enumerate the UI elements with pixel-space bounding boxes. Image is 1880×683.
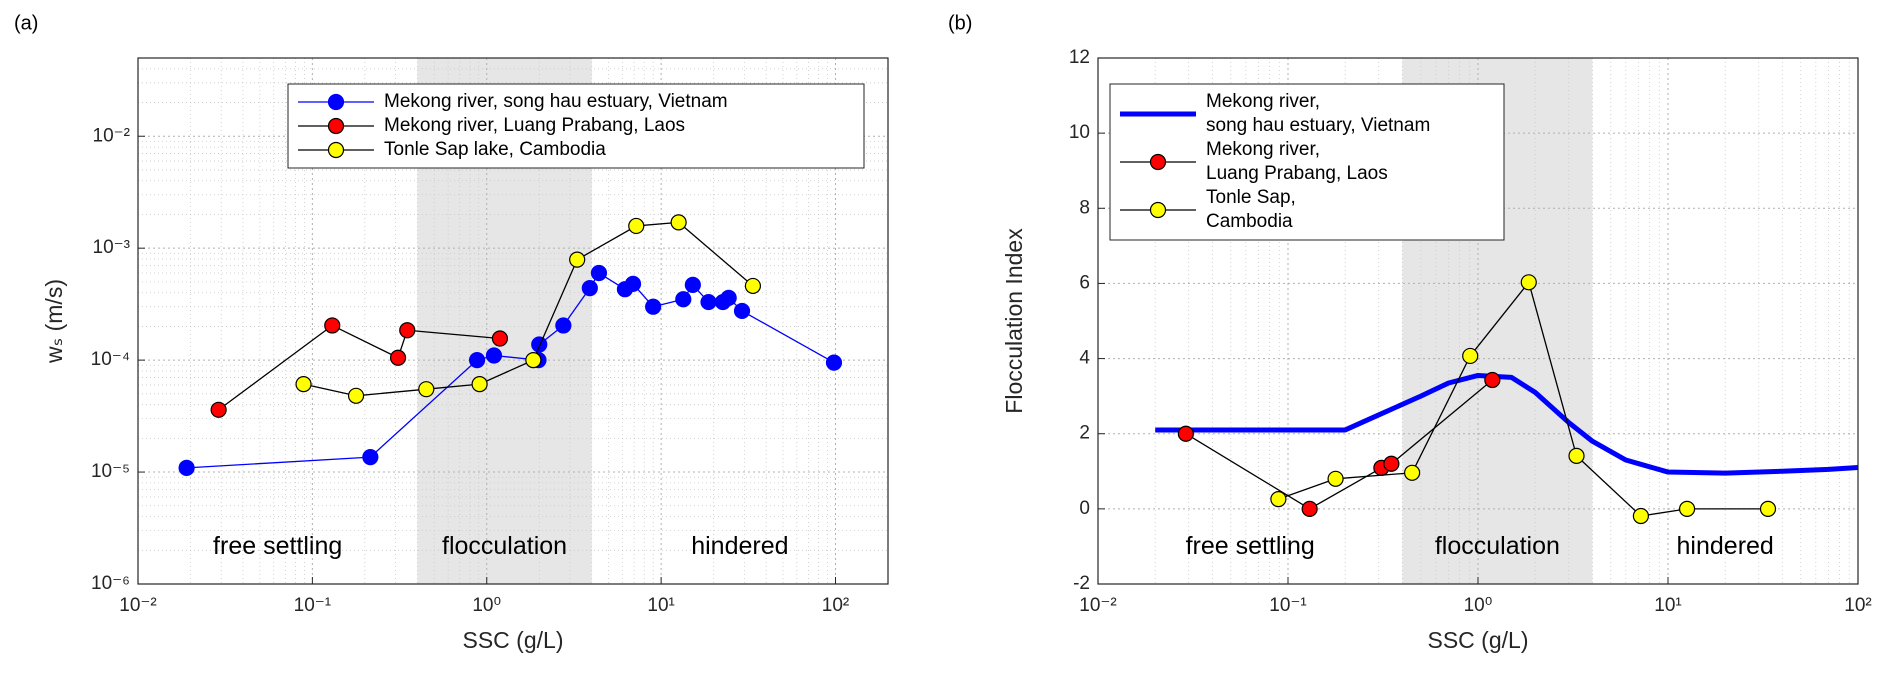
x-tick-label: 10¹ — [1654, 595, 1681, 616]
region-annotation: hindered — [1677, 532, 1774, 560]
x-tick-label: 10² — [822, 595, 849, 616]
y-tick-label: 10 — [1069, 122, 1090, 143]
data-point — [733, 302, 751, 320]
y-tick-label: 10⁻³ — [93, 237, 131, 258]
y-tick-label: 8 — [1079, 197, 1090, 218]
legend-marker — [1149, 153, 1167, 171]
y-tick-label: 0 — [1079, 498, 1090, 519]
y-tick-label: 6 — [1079, 272, 1090, 293]
data-point — [295, 376, 312, 393]
data-point — [670, 214, 687, 231]
axes-box — [137, 57, 889, 585]
data-point — [1568, 447, 1585, 464]
data-point — [485, 347, 503, 364]
legend: Mekong river, song hau estuary, Vietnam M… — [287, 83, 865, 169]
legend-marker — [1149, 201, 1167, 219]
data-point — [590, 264, 608, 282]
data-point — [471, 376, 488, 393]
region-annotation: flocculation — [442, 532, 567, 560]
x-tick-label: 10⁻² — [1079, 595, 1117, 616]
y-tick-label: 4 — [1079, 348, 1090, 369]
panel-label: (b) — [948, 12, 972, 34]
data-point — [744, 277, 762, 295]
legend-label: Mekong river, Luang Prabang, Laos — [384, 115, 685, 136]
data-point — [1462, 347, 1479, 365]
legend-label: Tonle Sap, Cambodia — [1206, 187, 1296, 232]
data-point — [399, 322, 416, 339]
data-point — [418, 381, 435, 398]
x-tick-label: 10⁰ — [1464, 595, 1493, 616]
data-point — [675, 291, 692, 308]
y-tick-label: 2 — [1079, 423, 1090, 444]
series-line — [1155, 372, 1859, 476]
y-axis-label: wₛ (m/s) — [41, 279, 67, 364]
x-tick-label: 10⁻¹ — [294, 595, 332, 616]
data-point — [531, 336, 548, 353]
legend-label: Mekong river, Luang Prabang, Laos — [1206, 139, 1388, 184]
data-point — [178, 459, 195, 476]
region-annotation: free settling — [213, 532, 342, 560]
data-point — [1270, 490, 1287, 508]
data-point — [645, 298, 662, 315]
legend-label: Tonle Sap lake, Cambodia — [384, 139, 606, 160]
axes-box — [1097, 57, 1859, 585]
data-point — [468, 352, 486, 369]
data-point — [1759, 500, 1777, 517]
data-point — [1484, 371, 1501, 389]
legend-marker — [327, 93, 345, 111]
x-axis-label: SSC (g/L) — [463, 627, 564, 653]
x-tick-label: 10⁰ — [472, 595, 501, 616]
data-point — [1404, 464, 1421, 481]
y-axis-label: Flocculation Index — [1001, 228, 1027, 414]
data-point — [525, 352, 542, 369]
data-point — [1301, 500, 1318, 517]
y-tick-label: 10⁻⁴ — [91, 349, 130, 370]
data-point — [1520, 274, 1537, 291]
y-tick-label: 12 — [1069, 47, 1090, 68]
data-point — [569, 251, 586, 268]
x-tick-label: 10⁻¹ — [1269, 595, 1307, 616]
x-tick-label: 10² — [1844, 595, 1871, 616]
data-point — [347, 387, 365, 404]
data-point — [684, 276, 701, 293]
region-annotation: hindered — [691, 532, 788, 560]
data-point — [362, 449, 379, 466]
legend-label: Mekong river, song hau estuary, Vietnam — [384, 91, 728, 112]
data-point — [1383, 455, 1400, 472]
data-point — [624, 275, 642, 292]
legend-box — [287, 83, 865, 169]
legend: Mekong river, song hau estuary, VietnamMe… — [1109, 83, 1505, 241]
data-point — [1632, 507, 1649, 525]
x-tick-label: 10¹ — [647, 595, 674, 616]
region-annotation: flocculation — [1435, 532, 1560, 560]
data-point — [825, 354, 843, 371]
data-point — [555, 317, 572, 334]
y-tick-label: 10⁻⁵ — [91, 461, 130, 482]
y-tick-label: 10⁻⁶ — [91, 573, 130, 594]
data-point — [581, 279, 598, 297]
x-tick-label: 10⁻² — [119, 595, 157, 616]
data-point — [389, 349, 407, 366]
region-annotation: free settling — [1186, 532, 1315, 560]
data-point — [628, 217, 645, 235]
data-point — [1177, 425, 1194, 442]
data-point — [700, 293, 717, 311]
data-point — [1678, 500, 1696, 517]
legend-marker — [327, 141, 345, 159]
legend-label: Mekong river, song hau estuary, Vietnam — [1206, 91, 1430, 136]
x-axis-label: SSC (g/L) — [1428, 627, 1529, 653]
panel-label: (a) — [14, 12, 38, 34]
data-point — [720, 289, 737, 306]
legend-marker — [327, 117, 345, 135]
y-tick-label: 10⁻² — [93, 125, 131, 146]
y-tick-label: -2 — [1073, 573, 1090, 594]
data-point — [491, 330, 509, 347]
data-point — [324, 317, 341, 334]
data-point — [210, 401, 227, 418]
data-point — [1327, 470, 1344, 487]
